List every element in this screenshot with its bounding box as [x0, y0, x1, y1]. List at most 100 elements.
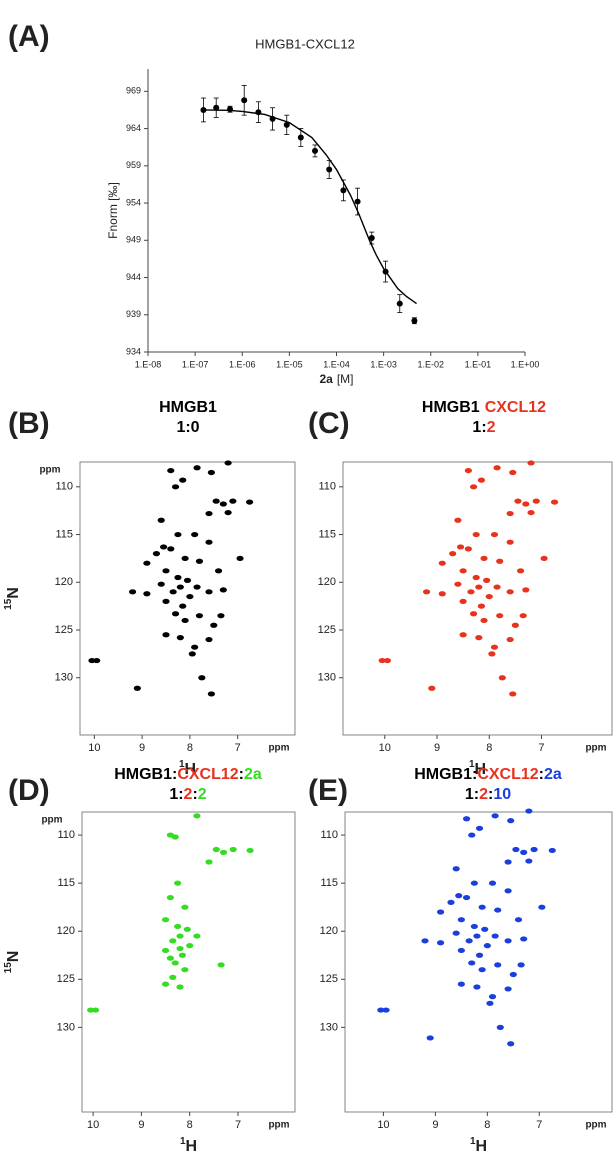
nmr-peak — [498, 675, 506, 681]
nmr-peak — [477, 603, 486, 609]
nmr-peak — [174, 531, 182, 538]
nmr-peak — [382, 1007, 390, 1013]
y-tick-label: 110 — [57, 829, 75, 841]
nmr-peak — [449, 551, 457, 557]
y-unit: ppm — [41, 815, 62, 826]
nmr-peak — [143, 560, 151, 566]
nmr-peak — [171, 484, 180, 490]
nmr-peak — [160, 544, 168, 550]
x-unit: ppm — [268, 1120, 289, 1131]
nmr-peak — [207, 691, 215, 697]
nmr-peak — [468, 832, 476, 838]
nmr-peak — [488, 994, 497, 1000]
title-part: 2a — [244, 766, 262, 783]
title-part: 1 — [169, 786, 178, 803]
nmr-peak — [188, 651, 196, 657]
y-tick-label: 115 — [57, 877, 75, 889]
x-tick-label: 10 — [377, 1119, 389, 1131]
nmr-peak — [520, 849, 528, 855]
nmr-peak — [161, 947, 170, 954]
nmr-peak — [475, 825, 484, 831]
nmr-peak — [470, 923, 478, 930]
nmr-peak — [496, 613, 504, 619]
nmr-peak — [246, 499, 254, 505]
panel-label: (D) — [8, 774, 50, 807]
nmr-peak — [176, 945, 184, 952]
nmr-peak — [217, 613, 225, 619]
nmr-peak — [504, 986, 512, 992]
x-axis-label: 1H — [180, 1136, 197, 1156]
chart-title: 1:0 — [176, 419, 199, 436]
nmr-peak — [459, 598, 467, 604]
x-tick-label: 7 — [538, 742, 544, 754]
nmr-peak — [205, 859, 213, 865]
nmr-peak — [236, 555, 244, 562]
nmr-peak — [473, 933, 481, 939]
nmr-peak — [478, 904, 486, 910]
x-label-main: H — [476, 1138, 488, 1155]
nmr-peak — [488, 651, 496, 657]
nmr-peak — [174, 923, 182, 930]
nmr-peak — [480, 555, 488, 562]
nmr-peak — [464, 467, 472, 474]
title-part: : — [488, 786, 493, 803]
nmr-peak — [486, 1000, 494, 1006]
nmr-peak — [171, 960, 179, 966]
y-tick-label: 964 — [126, 123, 141, 133]
data-point — [354, 198, 361, 205]
data-point — [326, 166, 333, 173]
chart-title: HMGB1 CXCL12 — [422, 399, 546, 416]
nmr-peak — [532, 498, 540, 504]
nmr-peak — [457, 947, 465, 954]
nmr-peak — [186, 593, 194, 600]
nmr-peak — [157, 517, 165, 523]
data-point — [283, 121, 290, 128]
nmr-peak — [176, 984, 184, 990]
nmr-peak — [511, 622, 519, 628]
nmr-peak — [181, 904, 189, 910]
chart-title: HMGB1 — [159, 399, 217, 416]
nmr-peak — [480, 617, 488, 624]
y-tick-label: 969 — [126, 86, 141, 96]
nmr-peak — [212, 846, 220, 853]
nmr-peak — [229, 846, 237, 853]
y-tick-label: 115 — [55, 528, 73, 540]
nmr-peak — [219, 501, 227, 507]
y-tick-label: 125 — [55, 624, 73, 636]
panel-label: (B) — [8, 407, 50, 440]
nmr-peak — [456, 544, 465, 550]
x-label-main: H — [186, 1138, 198, 1155]
nmr-peak — [166, 955, 174, 961]
nmr-peak — [452, 930, 460, 936]
nmr-peak — [506, 539, 514, 545]
nmr-peak — [488, 880, 497, 886]
title-part: : — [178, 786, 183, 803]
nmr-peak — [517, 962, 525, 968]
y-tick-label: 115 — [318, 528, 336, 540]
x-tick-label: 1.E+00 — [511, 359, 540, 369]
nmr-peak — [214, 568, 223, 574]
nmr-peak — [494, 907, 502, 913]
title-part: 1 — [465, 786, 474, 803]
x-tick-label: 1.E-01 — [465, 359, 492, 369]
nmr-peak — [205, 636, 213, 643]
title-part: CXCL12 — [477, 766, 538, 783]
data-point — [340, 187, 347, 194]
nmr-peak — [472, 531, 480, 538]
nmr-peak — [161, 917, 170, 923]
nmr-peak — [167, 467, 175, 474]
nmr-peak — [464, 546, 472, 552]
nmr-peak — [504, 888, 512, 894]
nmr-peak — [475, 635, 483, 641]
y-tick-label: 939 — [126, 309, 141, 319]
nmr-peak — [207, 469, 215, 476]
title-part: HMGB1 — [422, 399, 480, 416]
nmr-peak — [169, 974, 177, 980]
nmr-peak — [462, 894, 471, 901]
y-tick-label: 934 — [126, 346, 141, 356]
nmr-peak — [527, 460, 535, 466]
nmr-peak — [493, 584, 501, 590]
x-label-part: [M] — [337, 372, 354, 386]
nmr-peak — [171, 611, 180, 617]
nmr-peak — [470, 880, 478, 886]
